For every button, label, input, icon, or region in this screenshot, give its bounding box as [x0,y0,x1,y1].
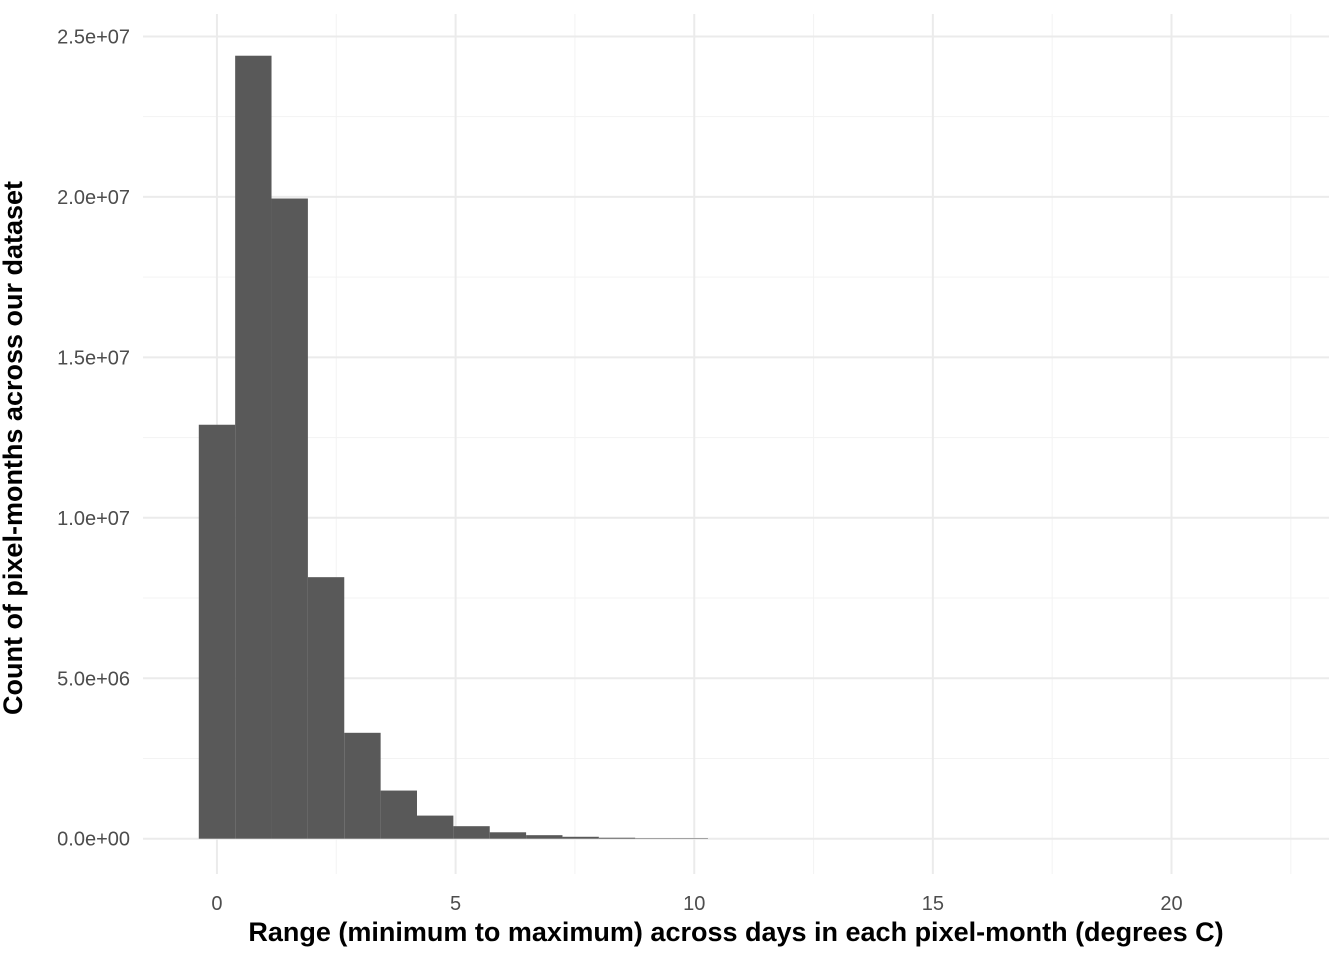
histogram-bar-9 [489,832,527,839]
histogram-bar-11 [562,836,599,839]
histogram-bar-10 [526,835,563,839]
x-tick-label: 10 [683,893,705,915]
major-gridlines [143,14,1329,874]
x-tick-label: 5 [450,893,461,915]
histogram-bar-3 [271,198,308,839]
y-axis-tick-labels: 0.0e+00 5.0e+06 1.0e+07 1.5e+07 2.0e+07 2.5e+… [57,26,130,850]
x-tick-label: 15 [922,893,944,915]
x-tick-label: 20 [1160,893,1182,915]
histogram-bar-1 [198,424,236,839]
histogram-bar-6 [380,790,417,839]
histogram-bar-4 [307,577,345,839]
y-tick-label: 2.5e+07 [57,26,130,48]
histogram-bar-5 [344,732,381,839]
y-tick-label: 0.0e+00 [57,829,130,851]
x-tick-label: 0 [211,893,222,915]
y-tick-label: 1.0e+07 [57,508,130,530]
histogram-bar-12 [598,837,636,839]
histogram-bar-13 [635,838,672,839]
y-tick-label: 2.0e+07 [57,187,130,209]
y-tick-label: 1.5e+07 [57,347,130,369]
x-axis-tick-labels: 0 5 10 15 20 [211,893,1182,915]
histogram-bars [198,55,708,839]
histogram-bar-7 [416,815,454,839]
histogram-bar-14 [671,838,708,839]
y-tick-label: 5.0e+06 [57,668,130,690]
y-axis-title: Count of pixel-months across our dataset [0,181,28,715]
x-axis-title: Range (minimum to maximum) across days i… [248,917,1223,947]
histogram-bar-2 [235,55,272,839]
histogram-bar-8 [453,826,490,839]
